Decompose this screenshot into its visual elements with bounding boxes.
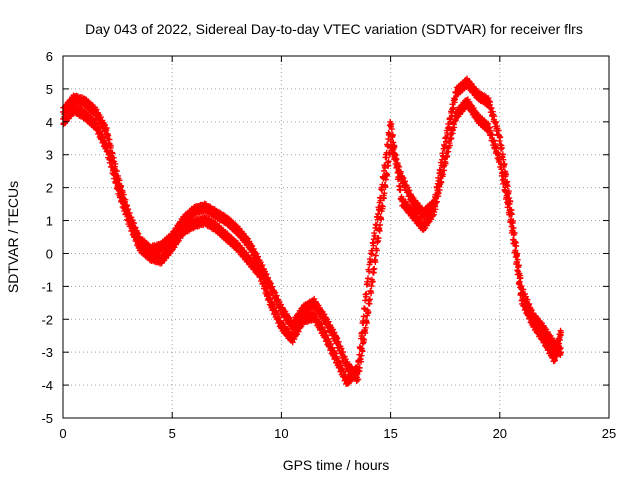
y-tick-label: -5 [41, 411, 53, 426]
plot-frame [62, 55, 610, 419]
x-tick-label: 5 [169, 426, 176, 441]
chart-title: Day 043 of 2022, Sidereal Day-to-day VTE… [85, 21, 583, 37]
x-tick-label: 25 [602, 426, 616, 441]
y-tick-label: 2 [46, 181, 53, 196]
y-tick-label: 0 [46, 246, 53, 261]
x-tick-label: 15 [383, 426, 397, 441]
y-tick-label: 1 [46, 214, 53, 229]
y-tick-label: 4 [46, 115, 53, 130]
x-tick-label: 0 [59, 426, 66, 441]
y-tick-label: -2 [41, 312, 53, 327]
y-tick-label: -1 [41, 279, 53, 294]
y-tick-label: -3 [41, 345, 53, 360]
x-axis-label: GPS time / hours [283, 457, 390, 473]
data-series [60, 96, 564, 387]
x-tick-label: 10 [274, 426, 288, 441]
y-tick-label: 6 [46, 49, 53, 64]
tick-layer: 0 5 10 15 20 25 -5 -4 -3 -2 -1 0 1 2 3 4 5 6 [41, 49, 616, 441]
y-tick-label: 5 [46, 82, 53, 97]
y-tick-label: -4 [41, 378, 53, 393]
data-points [60, 96, 564, 387]
y-axis-label: SDTVAR / TECUs [5, 181, 21, 293]
x-tick-label: 20 [493, 426, 507, 441]
y-tick-label: 3 [46, 148, 53, 163]
